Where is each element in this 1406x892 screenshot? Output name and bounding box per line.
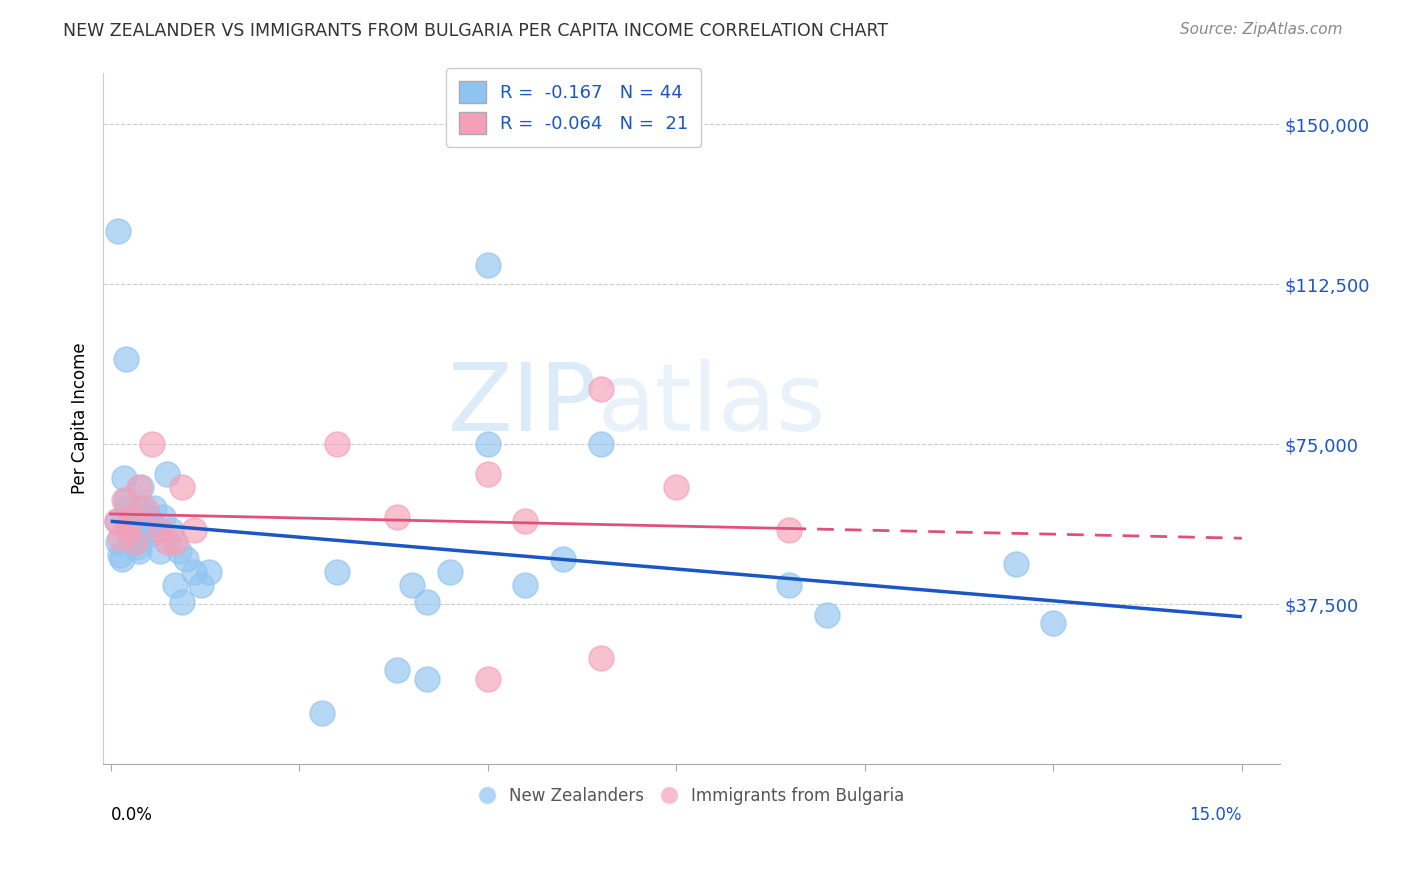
Point: [117, 501, 139, 516]
Point: [156, 467, 179, 482]
Point: [197, 566, 219, 580]
Point: [107, 224, 129, 238]
Point: [553, 552, 575, 566]
Point: [589, 437, 612, 451]
Point: [1004, 557, 1026, 571]
Point: [160, 523, 183, 537]
Point: [131, 501, 153, 516]
Point: [311, 706, 333, 720]
Point: [815, 607, 838, 622]
Point: [152, 509, 174, 524]
Point: [141, 526, 163, 541]
Text: 15.0%: 15.0%: [1189, 805, 1241, 823]
Point: [326, 437, 349, 451]
Point: [665, 480, 688, 494]
Point: [118, 514, 141, 528]
Point: [108, 531, 131, 545]
Point: [401, 578, 423, 592]
Point: [114, 351, 136, 366]
Point: [589, 382, 612, 396]
Point: [477, 672, 499, 686]
Point: [138, 509, 160, 524]
Point: [105, 514, 128, 528]
Point: [128, 480, 150, 494]
Point: [778, 523, 800, 537]
Point: [122, 531, 145, 545]
Point: [134, 514, 156, 528]
Point: [172, 480, 194, 494]
Point: [477, 437, 499, 451]
Point: [129, 480, 152, 494]
Y-axis label: Per Capita Income: Per Capita Income: [72, 343, 89, 494]
Point: [163, 578, 186, 592]
Point: [589, 650, 612, 665]
Point: [156, 535, 179, 549]
Point: [112, 471, 135, 485]
Point: [1042, 616, 1064, 631]
Point: [125, 540, 148, 554]
Point: [134, 501, 156, 516]
Point: [149, 544, 172, 558]
Point: [172, 595, 194, 609]
Text: atlas: atlas: [598, 359, 825, 450]
Point: [167, 544, 190, 558]
Point: [108, 548, 131, 562]
Point: [149, 523, 172, 537]
Point: [326, 566, 349, 580]
Point: [439, 566, 461, 580]
Point: [163, 535, 186, 549]
Point: [143, 501, 166, 516]
Point: [190, 578, 212, 592]
Point: [114, 492, 136, 507]
Point: [778, 578, 800, 592]
Text: 0.0%: 0.0%: [111, 805, 152, 823]
Point: [477, 258, 499, 272]
Point: [128, 544, 150, 558]
Text: ZIP: ZIP: [447, 359, 598, 450]
Point: [416, 595, 439, 609]
Point: [121, 509, 143, 524]
Text: NEW ZEALANDER VS IMMIGRANTS FROM BULGARIA PER CAPITA INCOME CORRELATION CHART: NEW ZEALANDER VS IMMIGRANTS FROM BULGARI…: [63, 22, 889, 40]
Point: [124, 535, 146, 549]
Point: [515, 514, 537, 528]
Point: [477, 467, 499, 482]
Point: [112, 492, 135, 507]
Point: [515, 578, 537, 592]
Point: [183, 566, 205, 580]
Point: [117, 523, 139, 537]
Point: [174, 552, 197, 566]
Text: Source: ZipAtlas.com: Source: ZipAtlas.com: [1180, 22, 1343, 37]
Point: [146, 523, 169, 537]
Point: [141, 437, 163, 451]
Point: [183, 523, 205, 537]
Point: [124, 535, 146, 549]
Legend: New Zealanders, Immigrants from Bulgaria: New Zealanders, Immigrants from Bulgaria: [472, 780, 911, 811]
Point: [120, 523, 142, 537]
Point: [135, 523, 157, 537]
Point: [416, 672, 439, 686]
Point: [387, 664, 409, 678]
Point: [111, 552, 134, 566]
Point: [107, 535, 129, 549]
Point: [105, 514, 128, 528]
Point: [387, 509, 409, 524]
